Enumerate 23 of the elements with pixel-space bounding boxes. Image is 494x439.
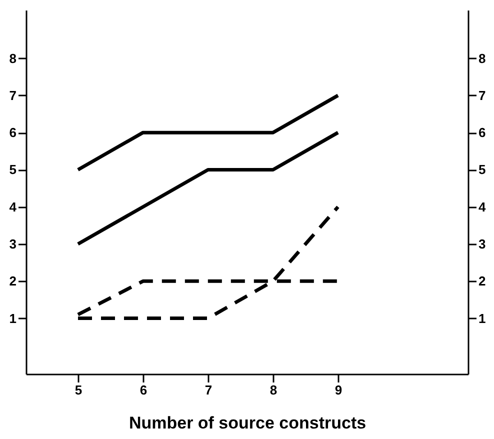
y-tick-label: 4 <box>9 199 18 214</box>
line-series <box>76 130 340 246</box>
y-tick-label: 7 <box>9 88 16 103</box>
y2-tick-label: 1 <box>478 310 486 326</box>
y2-tick-label: 4 <box>478 199 486 214</box>
y2-tick-label: 7 <box>478 88 486 103</box>
x-tick-label: 5 <box>74 382 82 398</box>
y2-tick-label: 3 <box>478 236 486 252</box>
x-tick-label: 7 <box>204 382 212 398</box>
y2-tick-label: 8 <box>478 50 486 66</box>
y2-tick-label: 2 <box>478 274 486 289</box>
x-axis-title: Number of source constructs <box>128 414 366 432</box>
y2-tick-label: 6 <box>478 125 486 140</box>
y-tick-label: 6 <box>9 125 16 140</box>
y2-tick-label: 5 <box>478 162 486 178</box>
x-tick-label: 6 <box>140 382 148 398</box>
y-tick-label: 5 <box>9 162 16 178</box>
y-tick-label: 3 <box>9 236 16 252</box>
y-tick-label: 8 <box>9 50 16 66</box>
y-tick-label: 2 <box>9 274 16 289</box>
x-tick-label: 8 <box>270 382 278 398</box>
y-tick-label: 1 <box>9 310 16 326</box>
x-tick-label: 9 <box>334 382 342 398</box>
